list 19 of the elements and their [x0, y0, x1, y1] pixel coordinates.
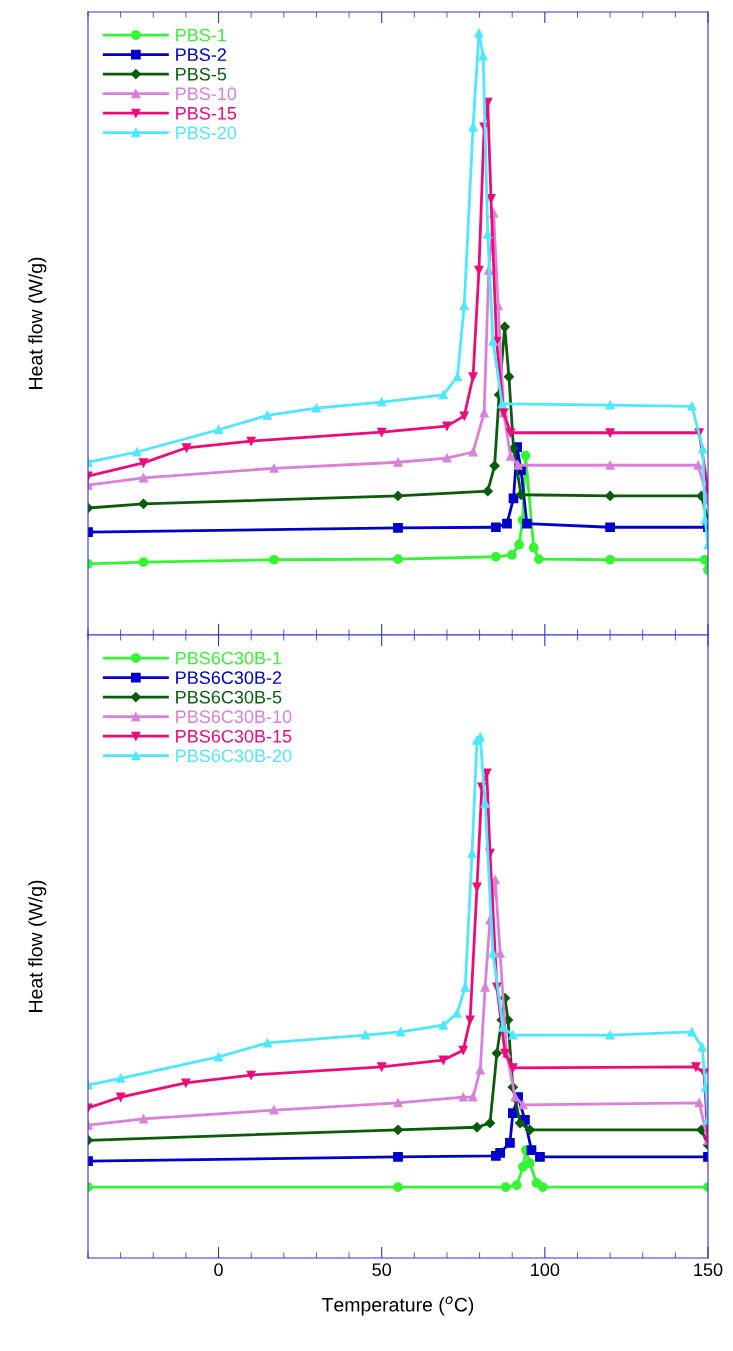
- legend-label: PBS6C30B-5: [176, 690, 282, 704]
- legend-label: PBS-10: [176, 87, 237, 101]
- x-tick-label: 50: [372, 1263, 392, 1277]
- x-tick-label: 0: [214, 1263, 223, 1277]
- y-axis-title: Heat flow (W/g): [28, 257, 47, 389]
- legend-label: PBS-1: [176, 28, 226, 42]
- x-tick-label: 150: [694, 1263, 723, 1277]
- legend-label: PBS-2: [176, 48, 226, 62]
- legend-label: PBS6C30B-1: [176, 651, 282, 665]
- legend-label: PBS6C30B-20: [176, 749, 292, 763]
- legend-label: PBS-5: [176, 67, 227, 81]
- legend-label: PBS-20: [176, 126, 237, 140]
- x-axis-title: Temperature ($^{o}$C): [322, 1296, 474, 1316]
- legend-label: PBS-15: [176, 106, 237, 120]
- legend-label: PBS6C30B-2: [176, 671, 282, 685]
- y-axis-title: Heat flow (W/g): [28, 880, 47, 1012]
- legend-label: PBS6C30B-10: [176, 710, 292, 724]
- x-tick-label: 100: [531, 1263, 560, 1277]
- legend-label: PBS6C30B-15: [176, 729, 292, 743]
